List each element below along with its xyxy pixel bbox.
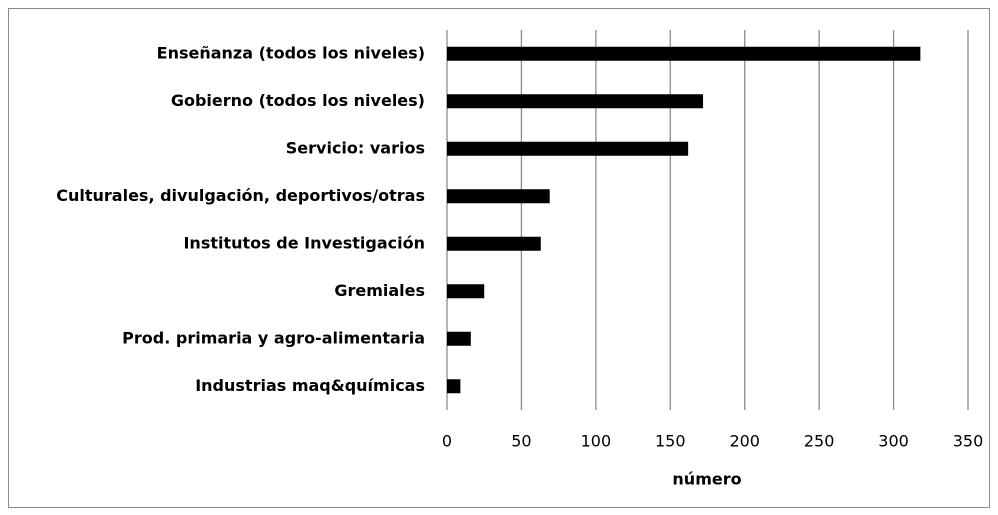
bar	[447, 189, 550, 204]
y-tick-label: Servicio: varios	[286, 138, 425, 157]
x-axis-title: número	[672, 470, 741, 489]
y-tick-label: Gremiales	[334, 281, 425, 300]
x-tick-label: 0	[442, 432, 452, 451]
x-tick-label: 200	[729, 432, 760, 451]
y-tick-label: Institutos de Investigación	[183, 233, 425, 252]
bar	[447, 236, 541, 251]
x-tick-label: 300	[878, 432, 909, 451]
bar	[447, 331, 471, 346]
y-tick-label: Enseñanza (todos los niveles)	[157, 43, 425, 62]
bar	[447, 141, 689, 156]
x-tick-label: 150	[655, 432, 686, 451]
chart-frame	[8, 8, 990, 508]
bar	[447, 379, 461, 394]
y-tick-label: Gobierno (todos los niveles)	[171, 91, 425, 110]
y-tick-label: Prod. primaria y agro-alimentaria	[122, 328, 425, 347]
y-tick-label: Culturales, divulgación, deportivos/otra…	[56, 186, 425, 205]
bar	[447, 284, 485, 299]
bar	[447, 94, 704, 109]
x-tick-label: 250	[804, 432, 835, 451]
x-tick-label: 100	[581, 432, 612, 451]
x-tick-label: 350	[953, 432, 984, 451]
x-tick-label: 50	[511, 432, 531, 451]
y-tick-label: Industrias maq&químicas	[195, 376, 425, 395]
bar	[447, 46, 921, 61]
